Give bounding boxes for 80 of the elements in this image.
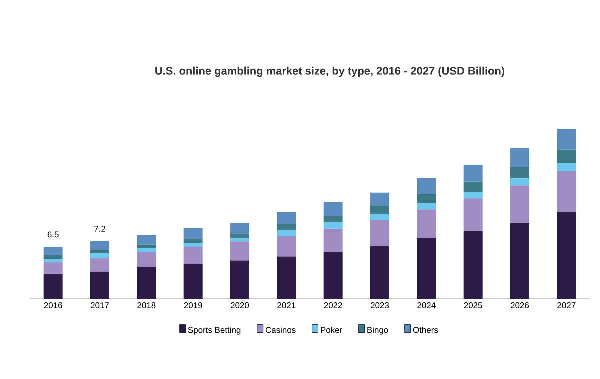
bar <box>464 192 483 199</box>
bar <box>464 182 483 192</box>
x-tick-label: 2021 <box>278 302 296 309</box>
x-tick-label: 2025 <box>464 302 482 309</box>
x-tick-label: 2019 <box>184 302 202 309</box>
bar <box>510 148 530 168</box>
legend-label: Sports Betting <box>188 326 241 335</box>
bar <box>90 250 110 254</box>
bar <box>230 260 250 299</box>
bar <box>370 220 390 246</box>
bar <box>370 246 390 299</box>
bar <box>277 256 296 299</box>
bar <box>90 258 110 272</box>
legend-label: Poker <box>321 326 342 334</box>
x-tick-label: 2020 <box>231 302 250 309</box>
bar <box>184 247 203 264</box>
x-tick-label: 2024 <box>418 302 436 309</box>
bar <box>557 212 576 299</box>
bar <box>324 252 343 299</box>
bar <box>44 247 63 256</box>
bar <box>370 214 390 220</box>
bar <box>230 234 250 238</box>
bar <box>137 248 156 252</box>
bar <box>277 224 296 230</box>
x-tick-label: 2017 <box>91 302 109 309</box>
x-tick-label: 2022 <box>324 302 342 309</box>
bar <box>324 202 343 216</box>
bar <box>44 262 63 274</box>
bar <box>277 236 296 257</box>
bar <box>510 186 530 224</box>
legend-label: Casinos <box>266 326 296 334</box>
bar <box>417 238 436 299</box>
x-tick-label: 2027 <box>558 302 576 309</box>
bar <box>184 264 203 299</box>
bar <box>44 259 63 262</box>
bar <box>277 230 296 236</box>
bar <box>90 253 110 258</box>
bar <box>510 178 530 186</box>
bar <box>324 222 343 229</box>
bar <box>137 244 156 248</box>
bar <box>184 239 203 244</box>
bar <box>230 238 250 242</box>
bar <box>137 235 156 245</box>
bar <box>44 255 63 260</box>
bar <box>184 243 203 248</box>
bar <box>230 223 250 234</box>
legend-label: Bingo <box>368 326 388 335</box>
chart-title: U.S. online gambling market size, by type, 2016 - 2027 (USD Billion) <box>156 66 505 78</box>
bar <box>137 267 156 299</box>
bar <box>230 242 250 261</box>
bar <box>417 194 436 204</box>
bar <box>464 198 483 232</box>
bar <box>557 129 576 150</box>
bar <box>137 252 156 268</box>
bar <box>90 241 110 250</box>
bar <box>417 210 436 238</box>
legend-label: Others <box>413 326 438 334</box>
x-tick-label: 2016 <box>44 302 62 309</box>
bar <box>417 178 436 194</box>
bar <box>277 212 296 224</box>
bar <box>510 223 530 299</box>
bar <box>557 163 576 172</box>
bar <box>324 228 343 252</box>
bar <box>510 167 530 179</box>
annotation: 6.5 <box>48 232 59 238</box>
bar <box>370 192 390 206</box>
bar <box>90 272 110 299</box>
bar <box>417 203 436 210</box>
bar <box>464 231 483 299</box>
bar <box>557 171 576 212</box>
bar <box>464 165 483 182</box>
x-tick-label: 2026 <box>511 302 530 309</box>
bar <box>324 216 343 222</box>
x-tick-label: 2018 <box>138 302 156 309</box>
bar <box>557 150 576 164</box>
bar <box>370 206 390 214</box>
bar <box>44 274 63 299</box>
annotation: 7.2 <box>94 226 106 232</box>
bar <box>184 228 203 240</box>
x-tick-label: 2023 <box>371 302 390 309</box>
